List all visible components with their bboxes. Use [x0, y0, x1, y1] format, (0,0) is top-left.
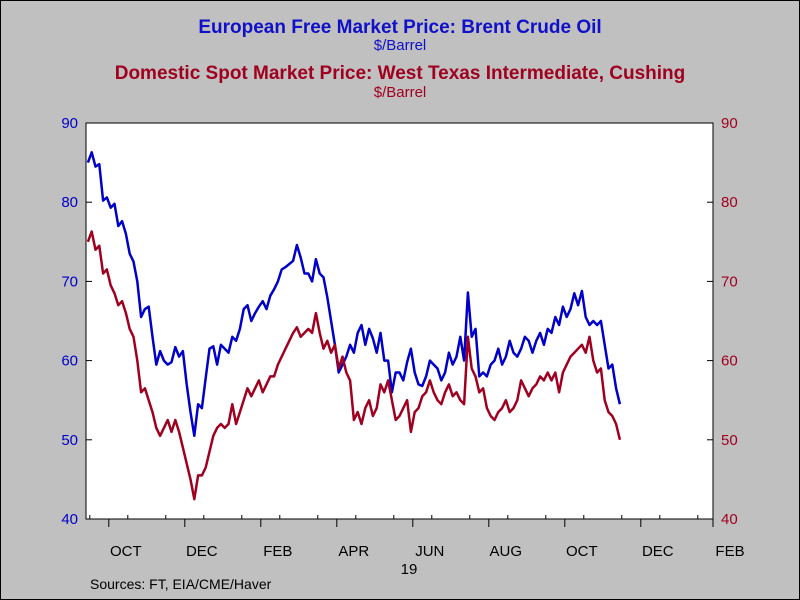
wti-unit-label: $/Barrel — [373, 84, 427, 101]
x-axis-tick-label: AUG — [490, 543, 523, 560]
wti-title: Domestic Spot Market Price: West Texas I… — [114, 63, 686, 84]
axes-group: 40 50 60 70 80 90 40 50 60 70 80 90 OCT DEC FEB APR JUN A… — [61, 115, 744, 578]
right-axis-tick-label: 70 — [721, 273, 738, 290]
left-axis-tick-label: 40 — [61, 511, 78, 528]
brent-unit-label: $/Barrel — [373, 37, 427, 54]
right-axis-tick-label: 90 — [721, 115, 738, 132]
left-axis-tick-label: 70 — [61, 273, 78, 290]
left-axis-tick-label: 80 — [61, 194, 78, 211]
left-axis-tick-label: 50 — [61, 432, 78, 449]
right-axis-tick-label: 50 — [721, 432, 738, 449]
right-axis-tick-label: 80 — [721, 194, 738, 211]
source-note: Sources: FT, EIA/CME/Haver — [90, 576, 272, 592]
x-axis-tick-label: OCT — [566, 543, 598, 560]
x-axis-tick-label: JUN — [415, 543, 444, 560]
brent-price-line — [86, 151, 622, 438]
x-axis-tick-label: FEB — [715, 543, 744, 560]
x-axis-tick-label: FEB — [263, 543, 292, 560]
x-axis-tick-label: DEC — [642, 543, 674, 560]
left-axis-tick-label: 90 — [61, 115, 78, 132]
x-axis-tick-label: DEC — [186, 543, 218, 560]
left-axis-tick-label: 60 — [61, 353, 78, 370]
x-axis-year-label: 19 — [401, 561, 418, 578]
x-axis-tick-label: APR — [338, 543, 369, 560]
right-axis-tick-label: 60 — [721, 353, 738, 370]
x-axis-tick-label: OCT — [110, 543, 142, 560]
plot-area — [85, 122, 714, 520]
series-group — [86, 151, 622, 501]
wti-price-line — [86, 230, 622, 501]
right-axis-tick-label: 40 — [721, 511, 738, 528]
brent-title: European Free Market Price: Brent Crude … — [198, 17, 602, 38]
